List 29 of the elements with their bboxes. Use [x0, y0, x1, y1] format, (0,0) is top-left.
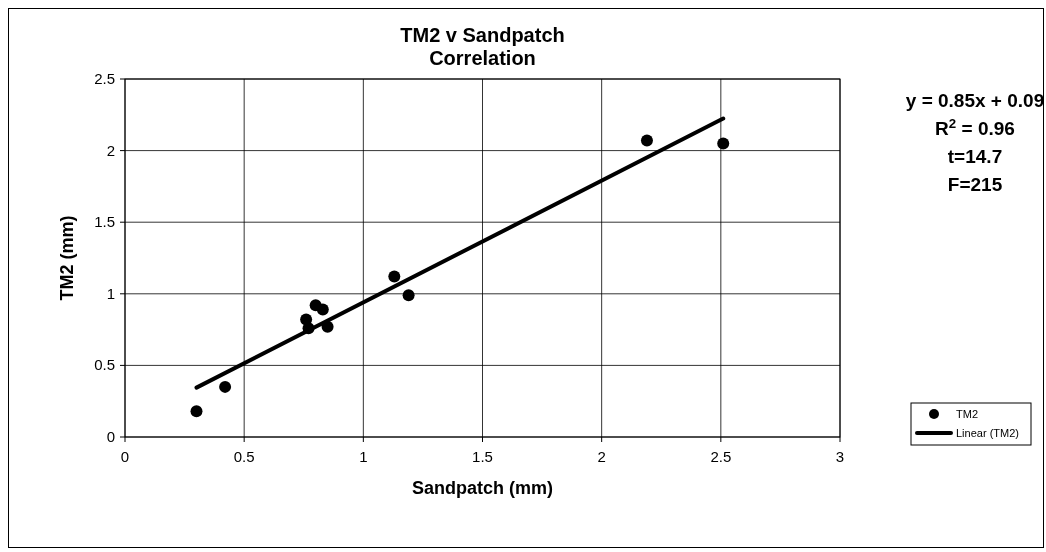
- y-axis-title: TM2 (mm): [57, 215, 77, 301]
- x-axis-title: Sandpatch (mm): [411, 478, 554, 498]
- x-tick-label: 1: [359, 448, 368, 465]
- x-tick-label: 1.5: [472, 448, 493, 465]
- chart-title: TM2 v Sandpatch Correlation: [400, 24, 565, 69]
- y-tick-label: 1: [106, 284, 115, 302]
- text: F=215: [947, 174, 1003, 195]
- x-tick-label: 2.5: [710, 448, 732, 465]
- point: [640, 134, 653, 147]
- point: [219, 380, 232, 393]
- point: [717, 137, 730, 150]
- x-tick-label: 2: [597, 448, 606, 465]
- legend-label: Linear (TM2): [956, 427, 1019, 439]
- x-tick-label: 3: [835, 448, 845, 465]
- y-tick-label: 0: [106, 428, 115, 445]
- y-tick-label: 0.5: [94, 356, 115, 374]
- y-tick-label: 2.5: [94, 70, 115, 87]
- point: [190, 405, 203, 418]
- y-tick-label: 1.5: [94, 213, 115, 231]
- x-tick-label: 0: [120, 448, 130, 465]
- point: [316, 303, 329, 316]
- x-tick-label: 0.5: [233, 448, 255, 465]
- text: R$^{2}$ = 0.96: [935, 115, 1015, 139]
- text: y = 0.85x + 0.09: [905, 90, 1045, 111]
- y-tick-label: 2: [106, 141, 115, 159]
- legend-label: TM2: [956, 408, 978, 420]
- point: [402, 289, 415, 302]
- point: [388, 270, 401, 283]
- text: t=14.7: [947, 146, 1003, 167]
